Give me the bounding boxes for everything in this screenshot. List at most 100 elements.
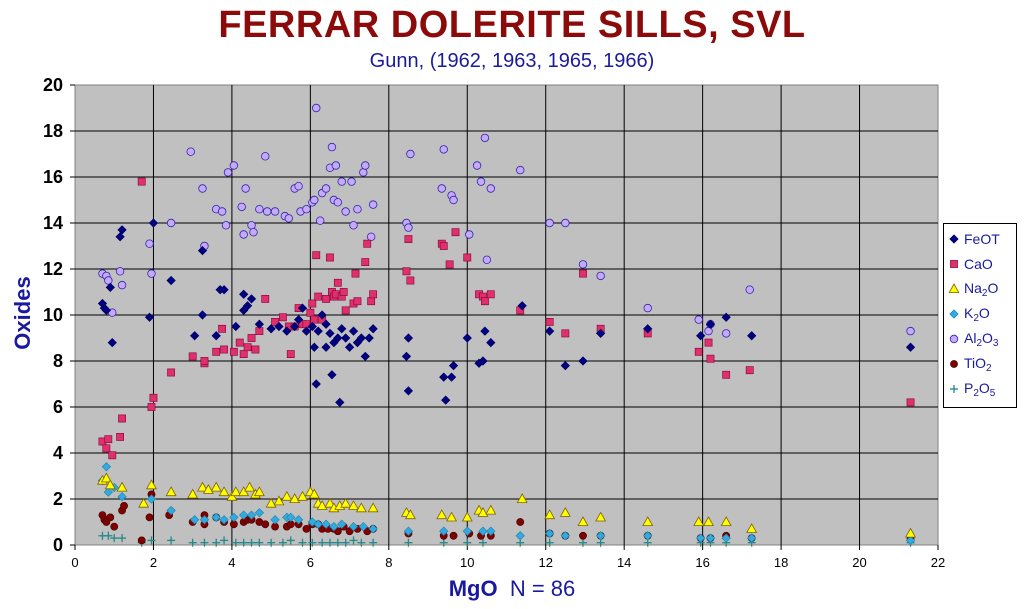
point-cao	[220, 345, 228, 354]
point-k2o	[486, 526, 496, 536]
point-al2o3	[315, 216, 325, 225]
point-al2o3	[406, 149, 415, 159]
point-feot	[486, 337, 496, 348]
point-na2o	[703, 516, 715, 526]
point-tio2	[333, 527, 342, 536]
point-cao	[239, 350, 248, 358]
point-p2o5	[478, 538, 487, 547]
point-k2o	[905, 535, 916, 546]
point-al2o3	[545, 218, 554, 228]
point-k2o	[321, 519, 331, 529]
y-tick-label: 12	[43, 259, 63, 279]
point-na2o	[187, 488, 199, 499]
legend-marker-icon	[950, 260, 958, 268]
point-cao	[137, 177, 146, 186]
point-k2o	[117, 492, 127, 502]
axis-ticks: 0 2 4 6 8 10 12 14 16 18 20 0 2 4 6 8 10 12 14 16 18 20 22	[43, 75, 945, 570]
chart-subtitle: Gunn, (1962, 1963, 1965, 1966)	[369, 50, 655, 72]
legend-label: P2O5	[964, 379, 996, 399]
point-al2o3	[198, 184, 207, 193]
point-al2o3	[366, 232, 376, 241]
point-tio2	[137, 536, 146, 545]
point-na2o	[595, 511, 607, 522]
point-na2o	[577, 516, 589, 526]
point-feot	[219, 285, 229, 295]
point-p2o5	[578, 538, 587, 547]
y-tick-label: 20	[43, 75, 63, 95]
y-tick-label: 10	[43, 305, 63, 325]
point-cao	[104, 435, 113, 444]
point-na2o	[308, 488, 320, 499]
point-al2o3	[472, 161, 482, 170]
point-al2o3	[331, 161, 341, 170]
point-feot	[105, 282, 115, 293]
point-tio2	[145, 513, 154, 522]
point-al2o3	[465, 230, 474, 239]
point-na2o	[316, 500, 328, 510]
point-cao	[147, 403, 156, 411]
point-na2o	[138, 497, 150, 508]
point-k2o	[348, 521, 359, 532]
point-feot	[356, 333, 366, 343]
point-k2o	[721, 533, 731, 543]
point-k2o	[368, 524, 378, 534]
legend-item-k2o: K2O	[948, 304, 990, 324]
point-al2o3	[359, 168, 368, 177]
point-feot	[239, 289, 249, 299]
point-cao	[312, 251, 321, 260]
legend-item-p2o5: P2O5	[948, 379, 995, 399]
point-cao	[188, 352, 197, 361]
point-cao	[351, 269, 360, 278]
point-feot	[368, 324, 378, 334]
point-feot	[462, 333, 472, 343]
point-cao	[314, 292, 323, 301]
y-tick-label: 16	[43, 167, 63, 187]
point-feot	[311, 379, 321, 389]
point-cao	[322, 294, 330, 303]
point-k2o	[329, 521, 339, 532]
point-p2o5	[349, 536, 358, 545]
point-na2o	[146, 479, 157, 490]
point-feot	[596, 328, 606, 339]
point-k2o	[239, 510, 249, 520]
point-al2o3	[217, 207, 227, 216]
point-feot	[254, 319, 264, 329]
point-k2o	[254, 508, 264, 518]
point-k2o	[146, 494, 157, 504]
point-cao	[212, 347, 221, 356]
point-k2o	[190, 515, 200, 525]
point-feot	[545, 326, 555, 336]
point-feot	[321, 319, 331, 329]
point-feot	[117, 225, 127, 235]
point-cao	[402, 267, 411, 276]
point-feot	[107, 337, 117, 348]
point-na2o	[477, 506, 489, 517]
x-tick-label: 6	[307, 555, 314, 570]
point-k2o	[270, 515, 280, 525]
point-feot	[297, 303, 308, 313]
point-na2o	[253, 486, 265, 497]
grid-lines	[75, 85, 938, 545]
point-al2o3	[437, 184, 446, 193]
point-p2o5	[231, 538, 240, 547]
point-k2o	[462, 526, 472, 536]
point-k2o	[545, 528, 555, 539]
x-axis-label-extra: N = 86	[509, 576, 576, 601]
point-na2o	[165, 486, 177, 497]
point-cao	[545, 317, 554, 326]
point-tio2	[106, 513, 115, 522]
point-k2o	[103, 487, 113, 497]
legend-label: TiO2	[964, 354, 992, 374]
point-k2o	[313, 519, 323, 529]
point-feot	[246, 294, 257, 304]
point-na2o	[693, 516, 705, 526]
point-k2o	[478, 526, 488, 536]
point-p2o5	[147, 536, 156, 545]
point-al2o3	[255, 204, 264, 214]
point-tio2	[302, 525, 311, 533]
point-na2o	[281, 490, 293, 501]
point-al2o3	[302, 204, 311, 214]
point-na2o	[104, 479, 116, 490]
point-feot	[348, 326, 359, 336]
